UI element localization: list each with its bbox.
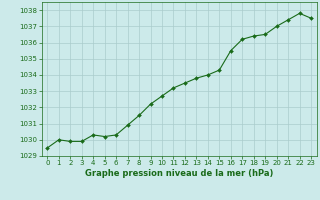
X-axis label: Graphe pression niveau de la mer (hPa): Graphe pression niveau de la mer (hPa) xyxy=(85,169,273,178)
